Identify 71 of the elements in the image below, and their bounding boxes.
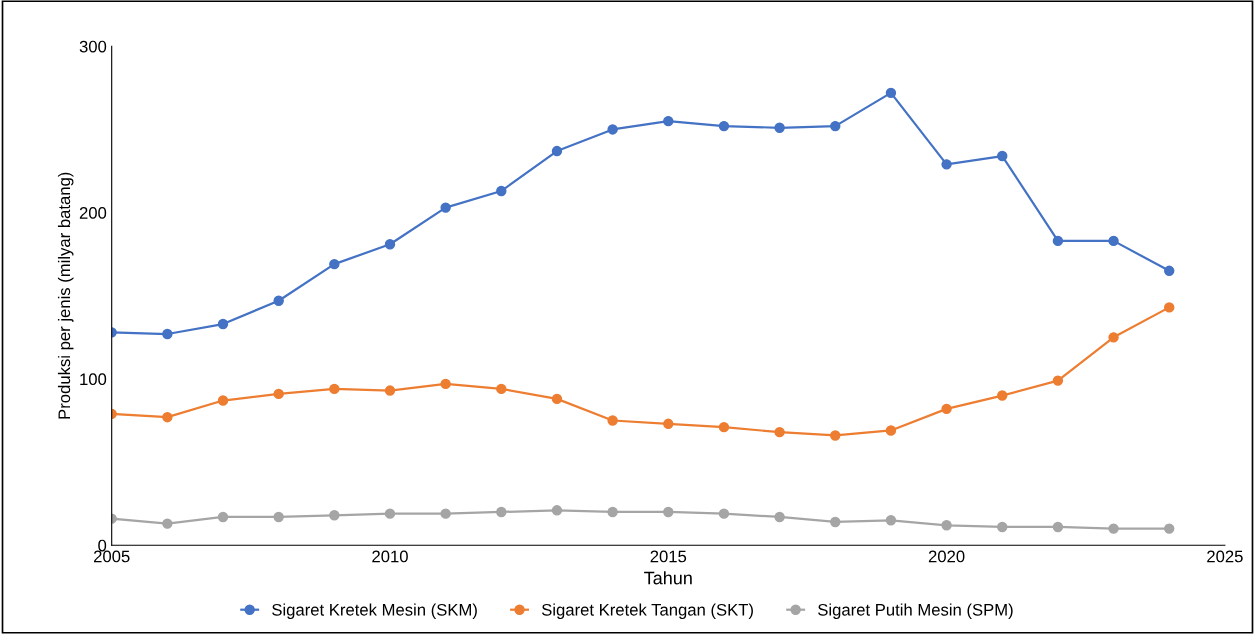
y-tick-label: 200 [79, 207, 107, 219]
point [440, 378, 451, 390]
x-tick-label: 2025 [1207, 550, 1243, 563]
x-tick-label: 2020 [928, 550, 965, 563]
point [384, 385, 396, 396]
point [718, 421, 730, 433]
legend-label: Sigaret Kretek Mesin (SKM) [272, 603, 477, 619]
point [997, 150, 1008, 162]
point [384, 508, 396, 519]
point [551, 145, 563, 157]
legend-label: Sigaret Kretek Tangan (SKT) [541, 603, 753, 619]
point [1164, 302, 1175, 313]
point [663, 418, 674, 430]
point [496, 506, 507, 518]
point [1164, 523, 1175, 534]
point [162, 518, 173, 529]
point [273, 511, 284, 523]
point [607, 415, 618, 426]
y-axis-title: Produksi per jenis (milyar batang) [57, 172, 74, 419]
point [496, 185, 507, 197]
point [551, 505, 563, 516]
y-tick-label: 0 [98, 539, 107, 552]
y-tick-label: 100 [80, 373, 107, 386]
point [885, 87, 897, 99]
point [1108, 235, 1119, 247]
point [774, 511, 785, 523]
point [217, 318, 229, 330]
point [885, 515, 897, 526]
point [273, 295, 284, 306]
point [440, 202, 451, 213]
point [1108, 332, 1119, 343]
point [1052, 521, 1064, 533]
point [941, 520, 952, 531]
point [1108, 523, 1119, 534]
point [1052, 375, 1064, 386]
x-tick-label: 2005 [94, 550, 130, 563]
point [217, 511, 229, 523]
x-axis-title: Tahun [644, 571, 692, 585]
point [496, 383, 507, 395]
point [329, 510, 340, 521]
point [607, 506, 618, 518]
point [718, 120, 730, 132]
point [273, 388, 284, 400]
point [663, 115, 674, 127]
point [162, 328, 173, 340]
point [162, 411, 173, 423]
point [885, 425, 897, 436]
point [329, 383, 340, 395]
point [774, 426, 785, 438]
point [384, 238, 396, 250]
legend-label: Sigaret Putih Mesin (SPM) [818, 603, 1013, 619]
point [774, 122, 785, 133]
point [997, 390, 1008, 401]
x-tick-label: 2010 [372, 550, 408, 563]
point [551, 393, 563, 405]
point [997, 521, 1008, 533]
point [329, 258, 340, 270]
point [830, 516, 841, 528]
point [941, 403, 952, 415]
point [718, 508, 730, 519]
point [941, 159, 952, 170]
y-tick-label: 300 [79, 40, 107, 53]
point [830, 120, 841, 132]
point [1052, 235, 1064, 247]
point [440, 508, 451, 519]
point [830, 430, 841, 441]
point [217, 395, 229, 406]
x-tick-label: 2015 [650, 550, 687, 563]
point [663, 506, 674, 518]
point [607, 124, 618, 135]
point [1164, 265, 1175, 277]
